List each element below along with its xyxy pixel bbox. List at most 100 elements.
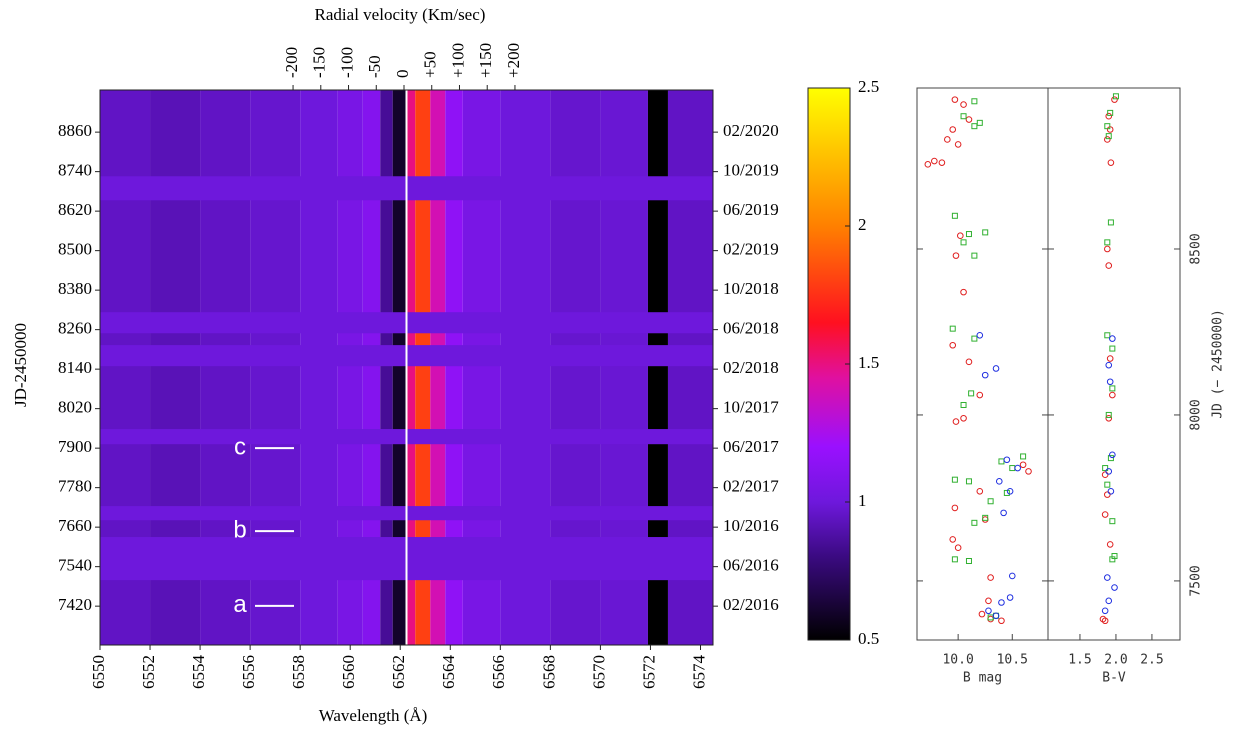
point — [1020, 453, 1027, 460]
x-tick-label: 6564 — [439, 655, 458, 690]
x-tick-label: 6558 — [289, 655, 308, 689]
x-tick-label: 6552 — [139, 655, 158, 689]
x-tick-label: 6562 — [389, 655, 408, 689]
point — [987, 614, 994, 621]
point — [960, 239, 967, 246]
x2-tick-label: 0 — [393, 70, 412, 79]
point — [1104, 123, 1111, 130]
colorbar-tick-label: 2 — [858, 215, 867, 234]
point — [1105, 411, 1112, 418]
point — [992, 365, 1000, 372]
point — [1105, 112, 1113, 120]
annotation: a — [233, 591, 247, 618]
y-tick-label: 8260 — [58, 319, 92, 338]
point — [931, 157, 938, 165]
point — [1111, 584, 1118, 591]
y-tick-label: 8740 — [58, 161, 92, 180]
point — [965, 358, 973, 366]
point — [1109, 518, 1116, 525]
colorbar-tick-label: 0.5 — [858, 629, 879, 648]
point — [1006, 594, 1014, 601]
y-tick-label: 7540 — [58, 556, 92, 575]
x-tick-label: 6566 — [489, 655, 508, 689]
point — [951, 476, 958, 483]
point — [951, 504, 959, 512]
point — [1104, 491, 1111, 498]
y-tick-label: 8020 — [58, 398, 92, 417]
point — [952, 252, 960, 259]
x2-tick-label: +150 — [476, 43, 495, 78]
y2-tick-label: 10/2017 — [723, 398, 779, 417]
y-tick-label: 8000 — [1189, 399, 1204, 430]
point — [976, 487, 984, 495]
point — [987, 615, 994, 623]
y2-tick-label: 06/2019 — [723, 200, 779, 219]
point — [1003, 456, 1011, 464]
point — [971, 252, 978, 259]
point — [951, 556, 958, 563]
x-tick-label: 10.0 — [942, 653, 973, 668]
point — [1105, 468, 1113, 475]
point — [1105, 414, 1113, 422]
y2-tick-label: 06/2018 — [723, 319, 779, 338]
x-axis-label: B-V — [1102, 671, 1126, 686]
point — [985, 597, 992, 605]
point — [944, 136, 951, 143]
x-tick-label: 6570 — [589, 655, 608, 689]
point — [971, 335, 978, 342]
spectrum-strip — [406, 90, 416, 645]
point — [949, 341, 957, 349]
point — [1009, 465, 1016, 472]
point — [1107, 219, 1114, 226]
colorbar-tick-label: 1 — [858, 491, 867, 510]
y2-tick-label: 10/2019 — [723, 161, 779, 180]
y2-tick-label: 02/2019 — [723, 240, 779, 259]
point — [976, 331, 984, 339]
point — [968, 390, 975, 397]
point — [985, 607, 992, 615]
point — [987, 574, 994, 581]
x-tick-label: 6550 — [89, 655, 108, 689]
point — [960, 414, 967, 422]
point — [1111, 96, 1118, 103]
point — [1109, 391, 1116, 399]
point — [1109, 451, 1116, 459]
x-tick-label: 6572 — [639, 655, 658, 689]
point — [1107, 109, 1114, 116]
point — [965, 116, 973, 123]
point — [998, 617, 1005, 625]
point — [1105, 361, 1113, 369]
point — [992, 612, 1000, 620]
point — [1101, 607, 1109, 615]
x-axis-label: Wavelength (Å) — [319, 706, 428, 725]
point — [965, 478, 972, 485]
x2-tick-label: -150 — [310, 47, 329, 78]
x-tick-label: 6554 — [189, 655, 208, 690]
point — [982, 229, 989, 236]
x-tick-label: 6556 — [239, 655, 258, 689]
point — [1104, 136, 1111, 143]
point — [1019, 461, 1027, 469]
point — [1109, 345, 1116, 352]
point — [995, 478, 1003, 485]
point — [987, 498, 994, 505]
point — [1104, 239, 1111, 246]
y-tick-label: 8620 — [58, 200, 92, 219]
point — [965, 558, 972, 565]
point — [982, 514, 989, 521]
x2-tick-label: -50 — [365, 55, 384, 78]
point — [952, 418, 960, 425]
y-tick-label: 7900 — [58, 437, 92, 456]
point — [954, 544, 962, 552]
point — [957, 232, 964, 240]
point — [998, 599, 1005, 606]
point — [1107, 159, 1115, 166]
point — [976, 391, 984, 399]
point — [949, 325, 956, 332]
y-tick-label: 7780 — [58, 477, 92, 496]
point — [960, 113, 967, 120]
y-tick-label: 7420 — [58, 595, 92, 614]
x2-tick-label: +200 — [504, 43, 523, 78]
y2-tick-label: 10/2018 — [723, 279, 779, 298]
point — [1109, 556, 1116, 563]
